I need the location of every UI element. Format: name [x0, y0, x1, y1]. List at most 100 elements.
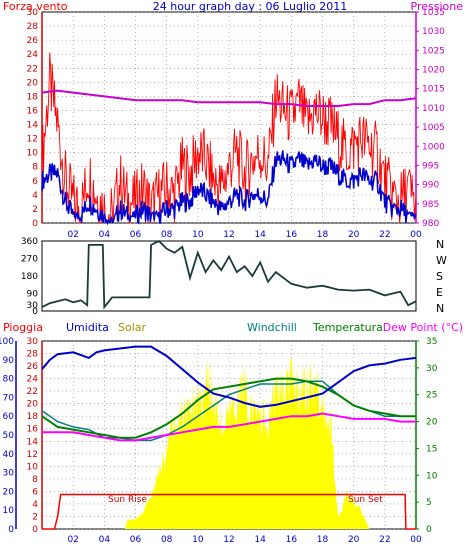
- x-tick-label: 16: [286, 230, 298, 240]
- y-tick-label-wind: 30: [27, 8, 39, 18]
- x-tick-label: 16: [286, 535, 298, 545]
- y-tick-label-wind: 24: [27, 50, 39, 60]
- y-tick-label-pressure: 1025: [422, 46, 445, 56]
- y-tick-label-humidity: 40: [3, 450, 15, 460]
- y-tick-label-humidity: 50: [3, 431, 15, 441]
- y-tick-label-wind: 0: [32, 219, 38, 229]
- x-tick-label: 20: [348, 230, 360, 240]
- y-tick-label-rain: 12: [27, 450, 38, 460]
- y-tick-label-rain: 2: [32, 512, 38, 522]
- plot-frame: [41, 240, 417, 312]
- y-tick-label-direction: 90: [27, 290, 39, 300]
- x-tick-label: 02: [67, 230, 78, 240]
- y-tick-label-humidity: 0: [8, 525, 14, 535]
- y-tick-label-temp: 5: [426, 498, 432, 508]
- y-tick-label-humidity: 70: [3, 393, 15, 403]
- y-tick-label-temp: 20: [426, 418, 438, 428]
- wind-speed-series: [41, 52, 417, 224]
- wind-direction-series: [41, 239, 417, 310]
- y-tick-label-wind: 2: [32, 205, 38, 215]
- y-tick-label-wind: 26: [27, 36, 39, 46]
- y-tick-label-humidity: 80: [3, 375, 15, 385]
- x-tick-label: 08: [161, 230, 173, 240]
- y-tick-label-direction: 0: [32, 307, 38, 317]
- solar-label: Solar: [118, 321, 147, 334]
- y-tick-label-humidity: 100: [0, 337, 14, 347]
- compass-n-top: N: [436, 238, 444, 251]
- pressure-label: Pressione: [411, 0, 464, 13]
- x-tick-label: 06: [130, 535, 142, 545]
- y-tick-label-rain: 16: [27, 425, 39, 435]
- humidity-series: [41, 345, 417, 408]
- y-tick-label-rain: 8: [32, 475, 38, 485]
- y-tick-label-rain: 26: [27, 362, 39, 372]
- pressure-series: [41, 89, 417, 107]
- x-tick-label: 12: [223, 535, 234, 545]
- x-tick-label: 14: [254, 535, 266, 545]
- x-tick-label: 10: [192, 230, 204, 240]
- y-tick-label-direction: 30: [27, 301, 39, 311]
- x-tick-label: 00: [410, 230, 422, 240]
- x-tick-label: 00: [410, 535, 422, 545]
- compass-s: S: [436, 270, 443, 283]
- y-tick-label-rain: 18: [27, 412, 39, 422]
- y-tick-label-rain: 4: [32, 500, 38, 510]
- y-tick-label-wind: 28: [27, 22, 39, 32]
- y-tick-label-temp: 15: [426, 444, 437, 454]
- y-tick-label-humidity: 60: [3, 412, 15, 422]
- x-tick-label: 22: [379, 535, 390, 545]
- sun-set-annotation: Sun Set: [348, 495, 383, 505]
- y-tick-label-humidity: 20: [3, 487, 15, 497]
- dewpoint-series: [42, 412, 416, 442]
- wind-pressure-chart: 0246810121416182022242628309809859909951…: [27, 8, 446, 240]
- x-tick-label: 18: [317, 230, 329, 240]
- y-tick-label-temp: 35: [426, 337, 437, 347]
- sun-rise-annotation: Sun Rise: [108, 495, 147, 505]
- y-tick-label-pressure: 990: [422, 181, 439, 191]
- y-tick-label-wind: 14: [27, 121, 39, 131]
- temperature-humidity-chart: 0102030405060708090100024681012141618202…: [0, 337, 438, 545]
- y-tick-label-wind: 8: [32, 163, 38, 173]
- rain-series: [42, 493, 416, 530]
- y-tick-label-rain: 10: [27, 462, 39, 472]
- x-tick-label: 12: [223, 230, 234, 240]
- compass-n-bottom: N: [436, 302, 444, 315]
- x-tick-label: 02: [67, 535, 78, 545]
- y-tick-label-pressure: 995: [422, 161, 439, 171]
- temperature-series: [41, 377, 416, 439]
- wind-speed-label: Forza vento: [3, 0, 68, 13]
- y-tick-label-wind: 6: [32, 177, 38, 187]
- solar-area: [42, 358, 416, 529]
- y-tick-label-pressure: 1000: [422, 142, 445, 152]
- dewpoint-label: Dew Point (°C): [383, 321, 463, 334]
- temperature-label: Temperatura: [312, 321, 383, 334]
- y-tick-label-pressure: 1015: [422, 85, 445, 95]
- x-tick-label: 18: [317, 535, 329, 545]
- rain-label: Pioggia: [3, 321, 43, 334]
- y-tick-label-wind: 4: [32, 191, 38, 201]
- y-tick-label-temp: 30: [426, 364, 438, 374]
- humidity-label: Umidita: [66, 321, 109, 334]
- y-tick-label-pressure: 1020: [422, 66, 445, 76]
- y-tick-label-pressure: 985: [422, 200, 439, 210]
- chart-title: 24 hour graph day : 06 Luglio 2011: [153, 0, 348, 13]
- windchill-label: Windchill: [247, 321, 297, 334]
- y-tick-label-pressure: 980: [422, 219, 439, 229]
- y-tick-label-wind: 18: [27, 92, 39, 102]
- y-tick-label-rain: 6: [32, 487, 38, 497]
- y-tick-label-direction: 270: [21, 255, 38, 265]
- y-tick-label-direction: 180: [21, 272, 38, 282]
- compass-w: W: [436, 254, 447, 267]
- y-tick-label-pressure: 1030: [422, 27, 445, 37]
- y-tick-label-rain: 20: [27, 400, 39, 410]
- y-tick-label-direction: 360: [21, 237, 38, 247]
- y-tick-label-pressure: 1035: [422, 8, 445, 18]
- y-tick-label-pressure: 1005: [422, 123, 445, 133]
- x-tick-label: 04: [99, 535, 111, 545]
- y-tick-label-temp: 25: [426, 391, 437, 401]
- y-tick-label-rain: 30: [27, 337, 39, 347]
- y-tick-label-wind: 22: [27, 64, 38, 74]
- y-tick-label-wind: 10: [27, 149, 39, 159]
